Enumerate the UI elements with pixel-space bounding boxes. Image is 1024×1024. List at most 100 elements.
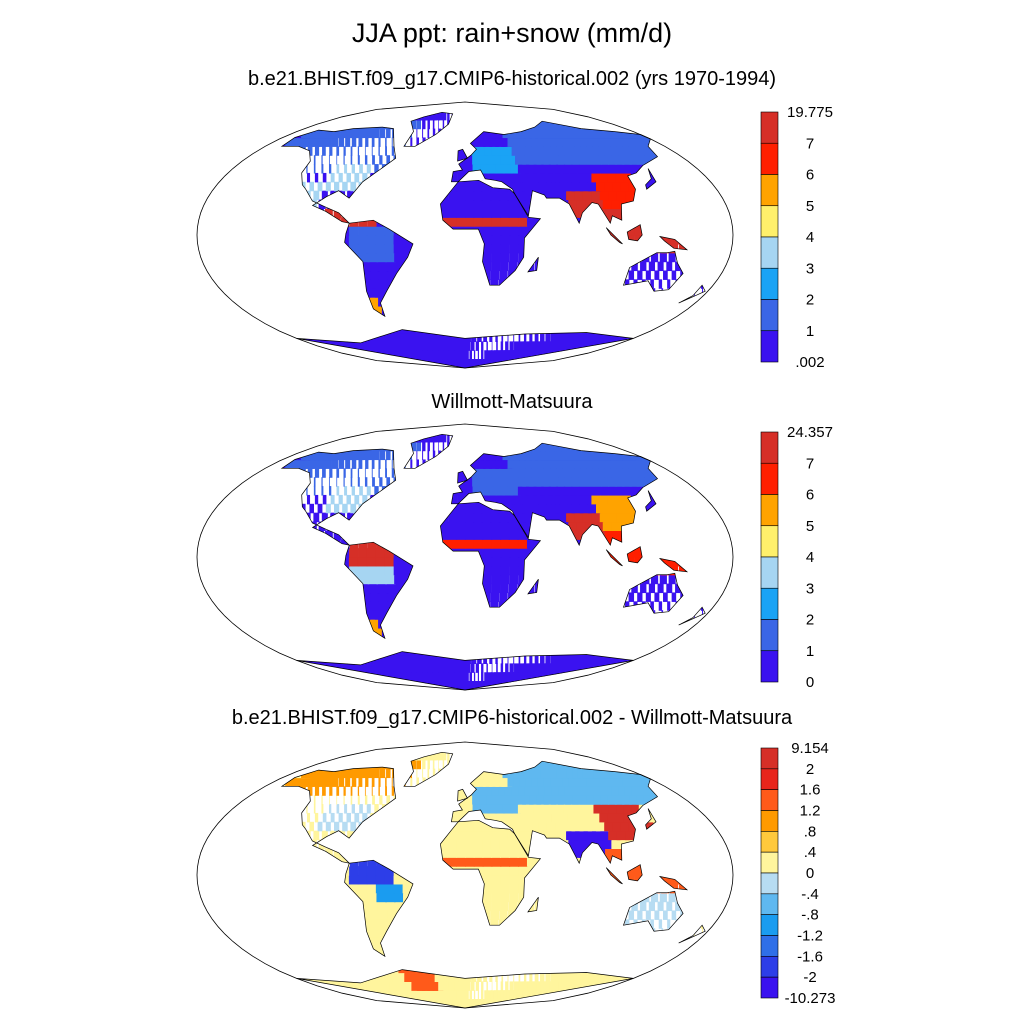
coastline-antarctica xyxy=(296,329,634,369)
grid-cell xyxy=(622,323,633,334)
grid-cell xyxy=(526,574,536,585)
grid-cell xyxy=(713,217,724,226)
grid-cell xyxy=(533,199,545,209)
grid-cell xyxy=(498,512,509,523)
grid-cell xyxy=(456,521,466,531)
grid-cell xyxy=(443,314,453,325)
grid-cell xyxy=(686,928,687,938)
grid-cell xyxy=(531,663,541,673)
grid-cell xyxy=(599,494,613,505)
grid-cell xyxy=(509,548,520,558)
grid-cell xyxy=(238,601,253,610)
grid-cell xyxy=(593,486,608,496)
grid-cell xyxy=(414,190,423,201)
grid-cell xyxy=(591,601,597,611)
grid-cell xyxy=(449,945,459,956)
grid-cell xyxy=(447,557,457,567)
grid-cell xyxy=(536,172,548,183)
grid-cell xyxy=(387,199,396,209)
grid-cell xyxy=(575,494,589,505)
grid-cell xyxy=(246,628,266,637)
grid-cell xyxy=(445,323,454,334)
grid-cell xyxy=(597,217,609,227)
grid-cell xyxy=(386,901,397,912)
grid-cell xyxy=(570,627,573,638)
grid-cell xyxy=(585,627,588,638)
grid-cell xyxy=(375,883,386,894)
grid-cell xyxy=(431,323,442,334)
grid-cell xyxy=(281,910,289,920)
grid-cell xyxy=(637,521,650,531)
grid-cell xyxy=(570,164,585,174)
grid-cell xyxy=(281,883,289,894)
grid-cell xyxy=(554,434,595,443)
grid-cell xyxy=(631,901,638,912)
grid-cell xyxy=(504,468,516,478)
grid-cell xyxy=(244,164,247,173)
grid-cell xyxy=(454,341,462,351)
grid-cell xyxy=(452,137,459,147)
grid-cell xyxy=(458,468,466,478)
grid-cell xyxy=(407,928,419,938)
grid-cell xyxy=(284,910,298,920)
grid-cell xyxy=(465,945,473,956)
grid-cell xyxy=(679,235,689,245)
grid-cell xyxy=(331,323,351,334)
grid-cell xyxy=(338,323,357,334)
grid-cell xyxy=(561,530,572,540)
grid-cell xyxy=(526,217,537,227)
grid-cell xyxy=(692,208,705,218)
grid-cell xyxy=(199,217,207,226)
grid-cell xyxy=(611,199,624,209)
grid-cell xyxy=(683,261,690,272)
grid-cell xyxy=(668,252,676,263)
grid-cell xyxy=(500,155,511,165)
grid-cell xyxy=(415,503,424,514)
grid-cell xyxy=(281,636,286,647)
grid-cell xyxy=(317,181,323,192)
grid-cell xyxy=(465,592,475,602)
grid-cell xyxy=(487,119,498,130)
grid-cell xyxy=(376,217,386,227)
grid-cell xyxy=(250,522,256,531)
grid-cell xyxy=(229,279,244,288)
grid-cell xyxy=(321,512,328,523)
grid-cell xyxy=(580,883,590,894)
grid-cell xyxy=(624,892,632,903)
grid-cell xyxy=(615,494,630,505)
grid-cell xyxy=(318,645,339,656)
grid-cell xyxy=(465,350,469,360)
grid-cell xyxy=(517,208,528,218)
grid-cell xyxy=(448,830,457,841)
grid-cell xyxy=(323,539,332,549)
grid-cell xyxy=(255,902,268,911)
grid-cell xyxy=(456,208,466,218)
grid-cell xyxy=(281,875,288,885)
grid-cell xyxy=(224,566,235,575)
grid-cell xyxy=(665,945,670,956)
grid-cell xyxy=(480,627,488,638)
grid-cell xyxy=(217,893,229,902)
grid-cell xyxy=(271,191,276,200)
grid-cell xyxy=(570,261,578,272)
grid-cell xyxy=(471,146,480,156)
colorbar-tick-label: 7 xyxy=(806,455,814,472)
grid-cell xyxy=(473,565,484,576)
grid-cell xyxy=(421,901,432,912)
grid-cell xyxy=(351,901,363,912)
grid-cell xyxy=(678,548,689,558)
grid-cell xyxy=(556,323,559,334)
grid-cell xyxy=(351,459,357,469)
grid-cell xyxy=(452,424,465,433)
grid-cell xyxy=(361,128,370,139)
grid-cell xyxy=(692,583,699,594)
grid-cell xyxy=(473,190,483,201)
grid-cell xyxy=(366,235,377,245)
grid-cell xyxy=(571,857,582,867)
grid-cell xyxy=(447,565,457,576)
grid-cell xyxy=(497,288,506,298)
grid-cell xyxy=(313,190,320,201)
grid-cell xyxy=(545,235,555,245)
grid-cell xyxy=(233,910,247,919)
grid-cell xyxy=(421,592,432,602)
